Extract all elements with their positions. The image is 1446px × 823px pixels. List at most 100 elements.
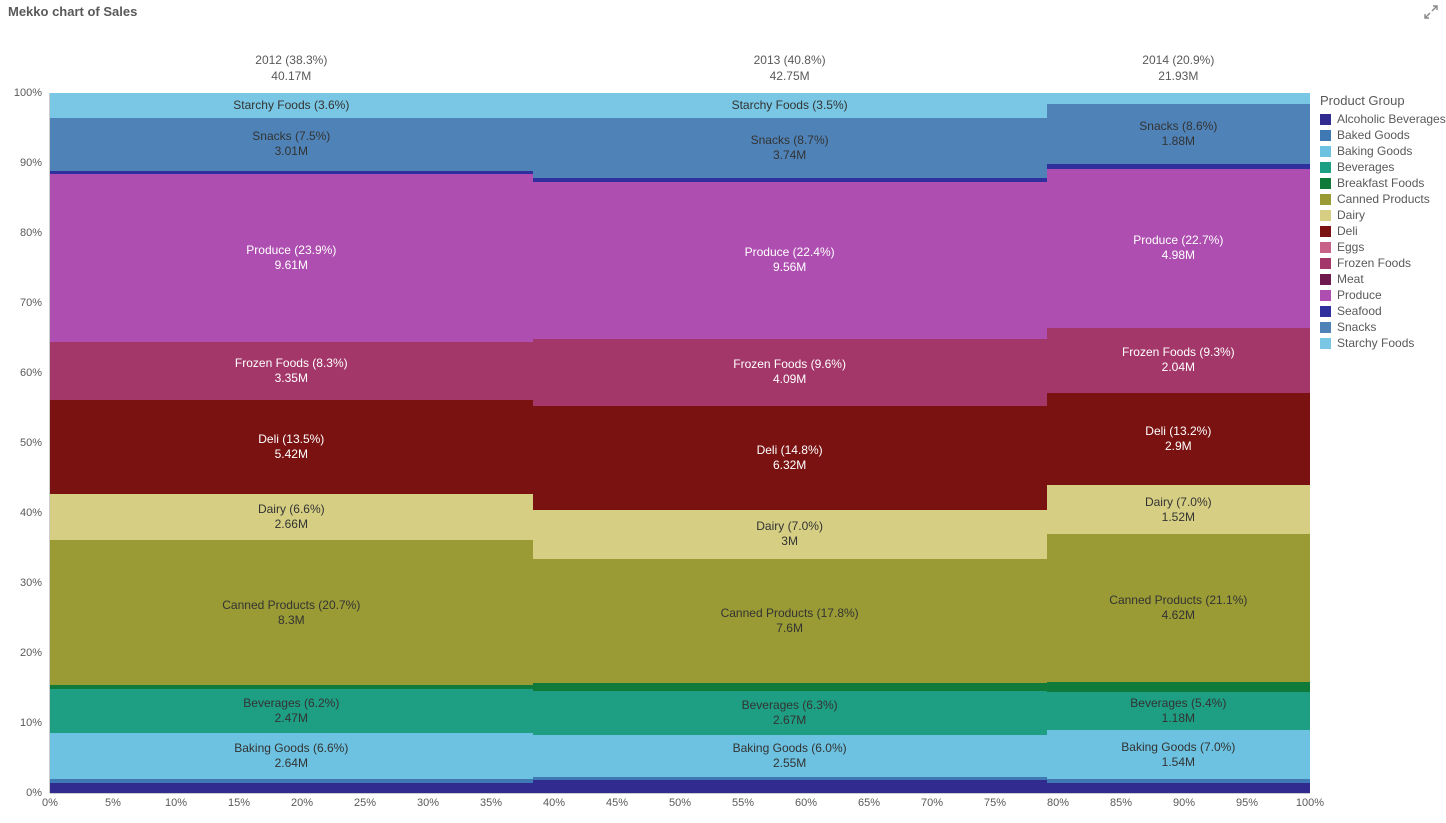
segment-label: Beverages (6.2%) (243, 696, 339, 711)
legend-item[interactable]: Starchy Foods (1320, 336, 1446, 350)
mekko-segment[interactable]: Produce (23.9%)9.61M (50, 174, 533, 341)
x-tick: 70% (921, 797, 943, 809)
mekko-segment[interactable]: Canned Products (20.7%)8.3M (50, 540, 533, 685)
segment-label: Snacks (8.6%) (1139, 119, 1217, 134)
x-tick: 55% (732, 797, 754, 809)
segment-label: Canned Products (20.7%) (222, 598, 360, 613)
segment-label: Frozen Foods (9.3%) (1122, 345, 1235, 360)
mekko-segment[interactable]: Produce (22.4%)9.56M (533, 182, 1047, 339)
mekko-segment[interactable]: Starchy Foods (3.6%) (50, 93, 533, 118)
segment-label: Produce (22.7%) (1133, 233, 1223, 248)
mekko-segment[interactable]: Canned Products (21.1%)4.62M (1047, 534, 1310, 682)
x-tick: 5% (105, 797, 121, 809)
segment-label: Snacks (8.7%) (751, 133, 829, 148)
segment-label: Baking Goods (7.0%) (1121, 740, 1235, 755)
segment-value: 2.66M (275, 517, 308, 532)
legend-label: Dairy (1337, 208, 1365, 222)
mekko-segment[interactable]: Baking Goods (6.6%)2.64M (50, 733, 533, 779)
legend-item[interactable]: Baking Goods (1320, 144, 1446, 158)
mekko-segment[interactable]: Beverages (5.4%)1.18M (1047, 692, 1310, 730)
mekko-segment[interactable]: Beverages (6.3%)2.67M (533, 691, 1047, 735)
legend-item[interactable]: Snacks (1320, 320, 1446, 334)
mekko-segment[interactable] (533, 780, 1047, 793)
mekko-segment[interactable]: Frozen Foods (9.6%)4.09M (533, 339, 1047, 406)
segment-value: 2.04M (1162, 360, 1195, 375)
x-tick: 35% (480, 797, 502, 809)
legend-item[interactable]: Deli (1320, 224, 1446, 238)
mekko-segment[interactable]: Deli (14.8%)6.32M (533, 406, 1047, 510)
mekko-segment[interactable] (1047, 93, 1310, 104)
x-tick: 50% (669, 797, 691, 809)
mekko-segment[interactable]: Baking Goods (7.0%)1.54M (1047, 730, 1310, 779)
legend-item[interactable]: Frozen Foods (1320, 256, 1446, 270)
x-tick: 60% (795, 797, 817, 809)
legend-label: Produce (1337, 288, 1382, 302)
mekko-segment[interactable]: Frozen Foods (8.3%)3.35M (50, 342, 533, 400)
mekko-segment[interactable]: Snacks (8.7%)3.74M (533, 118, 1047, 179)
mekko-segment[interactable]: Deli (13.5%)5.42M (50, 400, 533, 495)
legend-swatch (1320, 114, 1331, 125)
segment-label: Snacks (7.5%) (252, 129, 330, 144)
mekko-segment[interactable]: Starchy Foods (3.5%) (533, 93, 1047, 118)
segment-label: Deli (14.8%) (757, 443, 823, 458)
mekko-segment[interactable] (50, 779, 533, 783)
mekko-segment[interactable] (1047, 682, 1310, 693)
mekko-segment[interactable]: Produce (22.7%)4.98M (1047, 169, 1310, 328)
legend-swatch (1320, 290, 1331, 301)
legend-item[interactable]: Meat (1320, 272, 1446, 286)
segment-value: 9.61M (275, 258, 308, 273)
y-tick: 80% (20, 227, 42, 239)
legend-label: Seafood (1337, 304, 1382, 318)
mekko-segment[interactable] (50, 685, 533, 689)
legend-label: Canned Products (1337, 192, 1430, 206)
legend-item[interactable]: Beverages (1320, 160, 1446, 174)
x-tick: 100% (1296, 797, 1324, 809)
column-header-line1: 2013 (40.8%) (533, 53, 1047, 69)
mekko-segment[interactable]: Baking Goods (6.0%)2.55M (533, 735, 1047, 777)
legend-item[interactable]: Breakfast Foods (1320, 176, 1446, 190)
x-tick: 85% (1110, 797, 1132, 809)
y-tick: 60% (20, 367, 42, 379)
segment-value: 3.01M (275, 144, 308, 159)
mekko-segment[interactable] (533, 178, 1047, 182)
mekko-segment[interactable]: Deli (13.2%)2.9M (1047, 393, 1310, 485)
legend-item[interactable]: Baked Goods (1320, 128, 1446, 142)
mekko-segment[interactable]: Dairy (7.0%)1.52M (1047, 485, 1310, 534)
mekko-segment[interactable] (533, 683, 1047, 691)
expand-icon[interactable] (1424, 5, 1438, 19)
mekko-segment[interactable]: Dairy (6.6%)2.66M (50, 494, 533, 540)
legend-item[interactable]: Alcoholic Beverages (1320, 112, 1446, 126)
x-tick: 0% (42, 797, 58, 809)
mekko-segment[interactable] (533, 777, 1047, 781)
mekko-segment[interactable]: Beverages (6.2%)2.47M (50, 689, 533, 732)
x-tick: 65% (858, 797, 880, 809)
column-header-line1: 2014 (20.9%) (1047, 53, 1310, 69)
segment-label: Canned Products (17.8%) (721, 606, 859, 621)
legend-item[interactable]: Dairy (1320, 208, 1446, 222)
legend-swatch (1320, 338, 1331, 349)
legend-item[interactable]: Produce (1320, 288, 1446, 302)
legend-swatch (1320, 322, 1331, 333)
y-tick: 100% (14, 87, 42, 99)
legend-item[interactable]: Canned Products (1320, 192, 1446, 206)
legend-label: Eggs (1337, 240, 1364, 254)
mekko-segment[interactable]: Frozen Foods (9.3%)2.04M (1047, 328, 1310, 393)
legend-item[interactable]: Eggs (1320, 240, 1446, 254)
legend-swatch (1320, 226, 1331, 237)
mekko-segment[interactable]: Snacks (7.5%)3.01M (50, 118, 533, 171)
legend-label: Beverages (1337, 160, 1394, 174)
legend-label: Meat (1337, 272, 1364, 286)
legend-item[interactable]: Seafood (1320, 304, 1446, 318)
mekko-segment[interactable]: Dairy (7.0%)3M (533, 510, 1047, 559)
mekko-segment[interactable] (50, 783, 533, 794)
mekko-segment[interactable] (50, 171, 533, 175)
legend-title: Product Group (1320, 93, 1446, 108)
mekko-segment[interactable]: Canned Products (17.8%)7.6M (533, 559, 1047, 684)
segment-label: Produce (23.9%) (246, 243, 336, 258)
legend-label: Baking Goods (1337, 144, 1412, 158)
mekko-segment[interactable]: Snacks (8.6%)1.88M (1047, 104, 1310, 164)
mekko-segment[interactable] (1047, 783, 1310, 794)
mekko-segment[interactable] (1047, 779, 1310, 783)
mekko-segment[interactable] (1047, 164, 1310, 168)
y-tick: 40% (20, 507, 42, 519)
